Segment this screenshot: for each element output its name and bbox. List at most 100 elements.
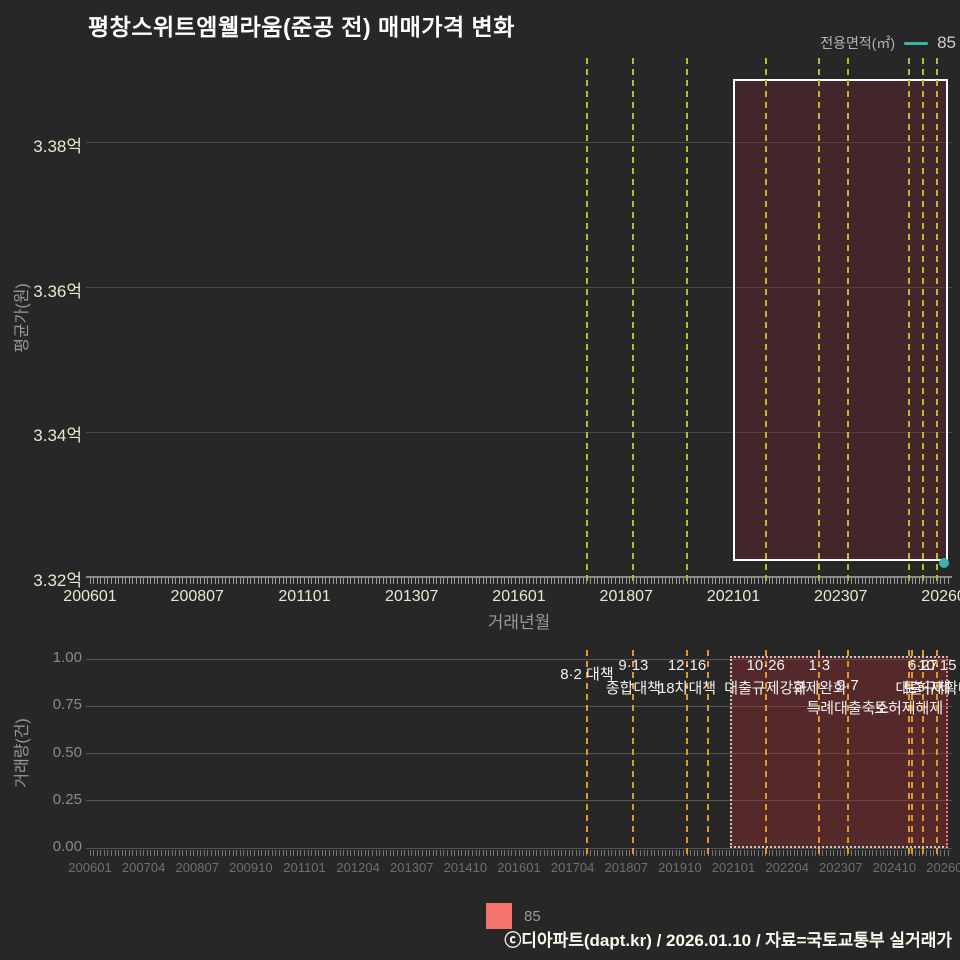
price-minor-tick: [236, 578, 238, 584]
price-minor-tick: [221, 578, 223, 584]
volume-minor-tick: [193, 850, 195, 856]
volume-minor-tick: [475, 850, 477, 856]
volume-minor-tick: [393, 850, 395, 856]
price-minor-tick: [214, 578, 216, 584]
price-minor-tick: [507, 578, 509, 584]
volume-minor-tick: [411, 850, 413, 856]
price-minor-tick: [161, 578, 162, 584]
volume-minor-tick: [489, 850, 491, 856]
price-minor-tick: [418, 578, 420, 584]
price-minor-tick: [393, 578, 395, 584]
price-minor-tick: [278, 578, 280, 584]
legend-volume-series[interactable]: 85: [486, 903, 541, 929]
volume-minor-tick: [150, 850, 152, 856]
volume-minor-tick: [525, 850, 527, 856]
price-minor-tick: [786, 578, 788, 584]
volume-minor-tick: [228, 850, 230, 856]
volume-minor-tick: [668, 850, 670, 856]
price-minor-tick: [793, 578, 795, 584]
volume-minor-tick: [125, 850, 127, 856]
volume-minor-tick: [758, 850, 760, 856]
price-minor-tick: [500, 578, 502, 584]
volume-minor-tick: [933, 850, 935, 856]
volume-minor-tick: [300, 850, 302, 856]
volume-minor-tick: [640, 850, 642, 856]
price-minor-tick: [947, 578, 949, 584]
price-minor-tick: [336, 578, 338, 584]
volume-minor-tick: [561, 850, 563, 856]
volume-minor-tick: [168, 850, 170, 856]
policy-line-price: [632, 58, 635, 585]
price-minor-tick: [93, 578, 95, 584]
price-minor-tick: [547, 578, 549, 584]
volume-minor-tick: [157, 850, 159, 856]
price-gridline: [86, 576, 952, 578]
price-minor-tick: [868, 578, 870, 584]
volume-x-tick-label: 202410: [872, 860, 917, 875]
price-minor-tick: [586, 578, 588, 584]
volume-minor-tick: [579, 850, 581, 856]
price-minor-tick: [711, 578, 713, 584]
price-minor-tick: [800, 578, 802, 584]
policy-line-volume: [818, 650, 821, 856]
volume-minor-tick: [264, 850, 266, 856]
volume-minor-tick: [786, 850, 788, 856]
price-minor-tick: [364, 578, 366, 584]
volume-minor-tick: [135, 850, 137, 856]
policy-name-label: 대출규제강화: [724, 680, 808, 697]
volume-minor-tick: [629, 850, 631, 856]
price-minor-tick: [497, 578, 499, 584]
price-minor-tick: [797, 578, 799, 584]
volume-minor-tick: [282, 850, 284, 856]
price-minor-tick: [232, 578, 234, 584]
price-highlight-box: [733, 79, 948, 561]
price-minor-tick: [665, 578, 667, 584]
price-minor-tick: [239, 578, 241, 584]
volume-x-tick-label: 201101: [283, 860, 326, 875]
price-minor-tick: [657, 578, 659, 584]
volume-minor-tick: [425, 850, 427, 856]
volume-minor-tick: [110, 850, 112, 856]
price-minor-tick: [847, 578, 849, 584]
price-minor-tick: [783, 578, 785, 584]
volume-minor-tick: [107, 850, 109, 856]
volume-minor-tick: [622, 850, 624, 856]
price-minor-tick: [876, 578, 877, 584]
price-minor-tick: [650, 578, 652, 584]
volume-minor-tick: [207, 850, 209, 856]
policy-line-volume: [707, 650, 710, 856]
price-gridline: [86, 142, 952, 144]
volume-minor-tick: [736, 850, 738, 856]
price-minor-tick: [264, 578, 266, 584]
volume-minor-tick: [421, 850, 423, 856]
legend-area-size[interactable]: 전용면적(㎡) 85: [820, 33, 956, 53]
price-minor-tick: [135, 578, 137, 584]
price-minor-tick: [572, 578, 574, 584]
policy-line-volume: [921, 650, 924, 856]
volume-x-tick-label: 202204: [765, 860, 809, 875]
volume-minor-tick: [915, 850, 917, 856]
price-minor-tick: [200, 578, 202, 584]
price-minor-tick: [361, 578, 363, 584]
price-minor-tick: [740, 578, 742, 584]
price-minor-tick: [768, 578, 770, 584]
price-minor-tick: [218, 578, 220, 584]
price-minor-tick: [940, 578, 942, 584]
price-x-tick-label: 200601: [63, 588, 117, 605]
volume-minor-tick: [350, 850, 352, 856]
volume-minor-tick: [275, 850, 277, 856]
price-data-point[interactable]: [939, 557, 950, 568]
price-minor-tick: [164, 578, 166, 584]
price-minor-tick: [754, 578, 756, 584]
price-minor-tick: [304, 578, 305, 584]
volume-minor-tick: [811, 850, 813, 856]
price-minor-tick: [729, 578, 731, 584]
volume-minor-tick: [661, 850, 663, 856]
volume-minor-tick: [232, 850, 234, 856]
volume-minor-tick: [843, 850, 845, 856]
price-minor-tick: [450, 578, 452, 584]
volume-minor-tick: [547, 850, 549, 856]
price-minor-tick: [271, 578, 273, 584]
price-minor-tick: [110, 578, 112, 584]
volume-minor-tick: [836, 850, 838, 856]
